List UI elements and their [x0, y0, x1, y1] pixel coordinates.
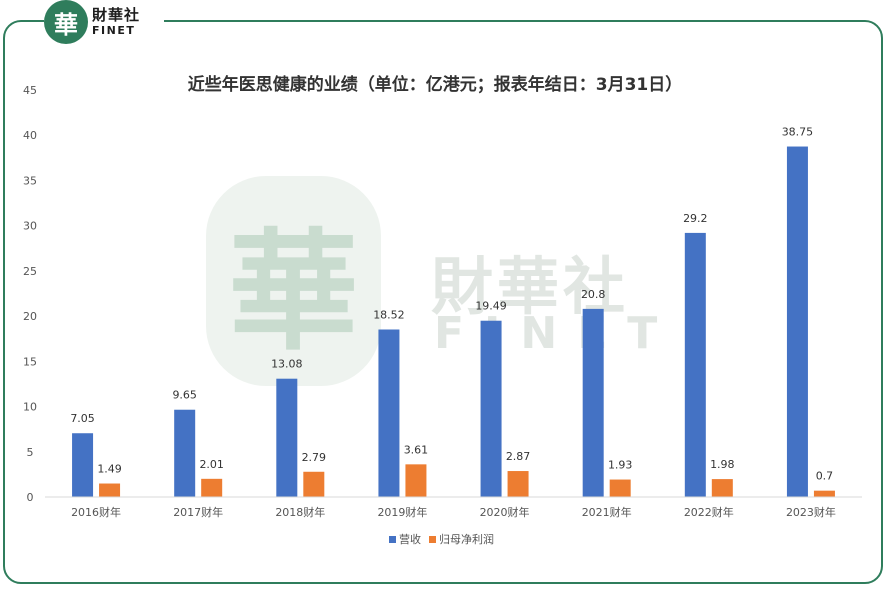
profit-bar: [99, 483, 121, 497]
revenue-bar: [174, 409, 196, 497]
x-tick-label: 2021财年: [582, 505, 632, 519]
revenue-bar: [378, 329, 400, 497]
y-axis: 0 5 10 15 20 25 30 35 40 45: [23, 84, 37, 504]
x-axis: 2016财年 2017财年 2018财年 2019财年 2020财年 2021财年 2022…: [71, 505, 836, 519]
profit-bar: [303, 471, 325, 497]
y-tick-label: 15: [23, 355, 37, 368]
brand-name-en: FINET: [92, 24, 136, 37]
profit-bar: [813, 490, 835, 497]
data-label: 2.01: [199, 458, 224, 471]
data-label: 1.93: [608, 459, 633, 472]
x-tick-label: 2018财年: [275, 505, 325, 519]
data-label: 1.49: [97, 463, 122, 476]
y-tick-label: 10: [23, 401, 37, 414]
x-tick-label: 2022财年: [684, 505, 734, 519]
bars: [72, 146, 835, 497]
x-tick-label: 2023财年: [786, 505, 836, 519]
y-tick-label: 5: [27, 446, 34, 459]
profit-bar: [711, 479, 733, 497]
profit-bar: [507, 471, 529, 497]
data-label: 19.49: [475, 300, 507, 313]
data-label: 2.79: [302, 451, 327, 464]
chart-title: 近些年医思健康的业绩（单位：亿港元；报表年结日：3月31日）: [188, 74, 683, 95]
chart-frame: [3, 20, 883, 584]
y-tick-label: 40: [23, 129, 37, 142]
revenue-bar: [72, 433, 94, 497]
x-tick-label: 2020财年: [480, 505, 530, 519]
y-tick-label: 45: [23, 84, 37, 97]
y-tick-label: 35: [23, 174, 37, 187]
brand-seal-icon: 華: [44, 0, 88, 44]
revenue-bar: [582, 308, 604, 497]
legend: 营收 归母净利润: [389, 532, 494, 546]
y-tick-label: 30: [23, 220, 37, 233]
x-tick-label: 2019财年: [377, 505, 427, 519]
legend-swatch: [429, 536, 436, 543]
profit-bar: [201, 478, 223, 497]
data-label: 9.65: [172, 389, 197, 402]
data-label: 29.2: [683, 212, 708, 225]
data-labels: 7.05 1.49 9.65 2.01 13.08 2.79 18.52 3.61 19.49 2…: [70, 126, 833, 483]
x-tick-label: 2017财年: [173, 505, 223, 519]
y-tick-label: 20: [23, 310, 37, 323]
data-label: 7.05: [70, 412, 95, 425]
legend-label: 营收: [399, 532, 421, 546]
y-tick-label: 0: [27, 491, 34, 504]
profit-bar: [405, 464, 427, 497]
profit-bar: [609, 479, 631, 497]
y-tick-label: 25: [23, 265, 37, 278]
brand-logo: 華 財華社 FINET: [44, 0, 164, 44]
data-label: 13.08: [271, 358, 303, 371]
data-label: 18.52: [373, 308, 405, 321]
legend-label: 归母净利润: [439, 532, 494, 546]
x-tick-label: 2016财年: [71, 505, 121, 519]
data-label: 0.7: [816, 470, 834, 483]
data-label: 38.75: [782, 126, 814, 139]
revenue-bar: [480, 320, 502, 497]
data-label: 1.98: [710, 458, 735, 471]
revenue-bar: [786, 146, 808, 497]
brand-name-cn: 財華社: [92, 6, 141, 24]
data-label: 20.8: [581, 288, 606, 301]
revenue-bar: [684, 232, 706, 497]
data-label: 3.61: [404, 443, 429, 456]
legend-swatch: [389, 536, 396, 543]
data-label: 2.87: [506, 450, 531, 463]
revenue-bar: [276, 378, 298, 497]
